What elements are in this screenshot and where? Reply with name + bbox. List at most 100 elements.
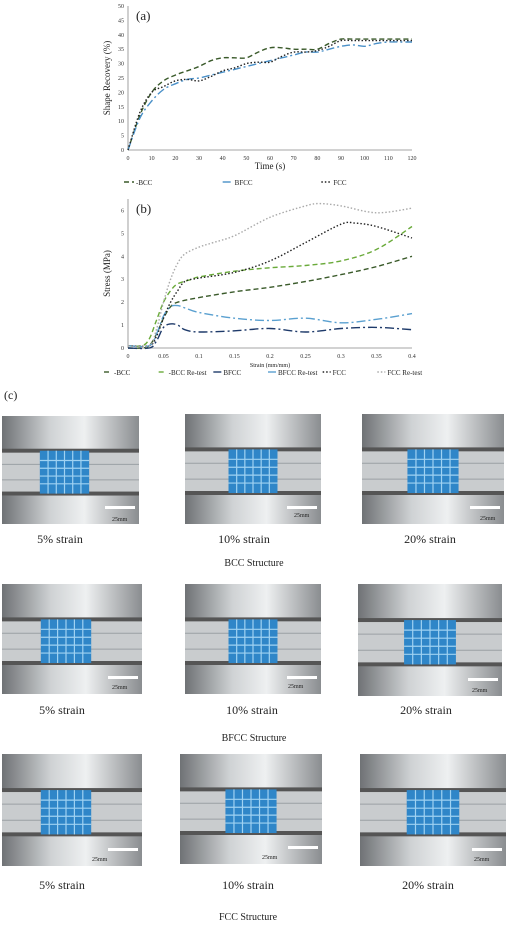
scale-bar [287,506,317,509]
x-tick-label: 90 [338,156,344,162]
panel-c-label: (c) [4,388,18,402]
upper-platen [358,584,502,623]
scale-label: 25mm [472,688,488,694]
platen-edge [360,832,506,837]
x-tick-label: 0.2 [266,354,274,360]
caption-strain: 10% strain [226,703,278,717]
caption-strain: 10% strain [218,532,270,546]
series-line-bcc [127,255,413,349]
compression-photo-drawing [180,754,322,864]
compression-photo-drawing [360,754,506,866]
upper-platen [180,754,322,792]
compression-photo-drawing [185,414,321,524]
series-line-fcc-re-test [127,202,413,348]
legend-label-bcc: -BCC [136,179,153,187]
legend-label-bfcc-re-test: BFCC Re-test [278,369,318,377]
structure-label: BFCC Structure [221,733,287,744]
upper-platen [2,584,142,622]
compression-photo-drawing [2,754,142,866]
x-tick-label: 50 [243,156,249,162]
structure-label: FCC Structure [218,912,278,923]
lower-platen [185,495,321,524]
photo-fcc-5 [2,754,142,866]
scale-label: 25mm [474,857,490,863]
photo-bcc-5 [2,416,139,524]
caption-strain: 20% strain [404,532,456,546]
platen-edge [358,662,502,667]
photo-bfcc-10 [185,584,321,694]
y-tick-label: 0 [121,148,124,154]
x-tick-label: 10 [149,156,155,162]
legend-label-fcc: FCC [333,179,347,187]
scale-bar [105,506,135,509]
legend-label-fcc-re-test: FCC Re-test [387,369,422,377]
lower-platen [2,665,142,694]
y-tick-label: 0 [121,346,124,352]
upper-platen [185,414,321,452]
series-line-bfcc [127,41,412,151]
scale-bar [108,676,138,679]
x-tick-label: 0 [127,156,130,162]
lower-platen [2,836,142,866]
caption-strain: 20% strain [400,703,452,717]
compression-photo-drawing [2,416,139,524]
upper-platen [360,754,506,793]
y-tick-label: 5 [121,231,124,237]
photo-bfcc-20 [358,584,502,696]
scale-bar [287,676,317,679]
scale-bar [108,848,138,851]
x-axis-label: Time (s) [255,161,285,171]
x-tick-label: 110 [384,156,393,162]
compression-photo-drawing [362,414,504,524]
series-line-bfcc [127,323,413,350]
x-tick-label: 40 [220,156,226,162]
series-line-fcc [127,221,413,348]
x-tick-label: 0.3 [337,354,345,360]
scale-label: 25mm [288,684,304,690]
scale-bar [288,846,318,849]
x-tick-label: 20 [172,156,178,162]
y-tick-label: 5 [121,134,124,140]
y-tick-label: 20 [118,90,124,96]
lower-platen [2,495,139,524]
photo-bcc-10 [185,414,321,524]
legend-label-fcc: FCC [333,369,347,377]
y-tick-label: 1 [121,323,124,329]
x-tick-label: 80 [314,156,320,162]
x-tick-label: 120 [408,156,417,162]
lower-platen [360,836,506,866]
x-axis-label: Strain (mm/mm) [250,362,290,369]
y-tick-label: 6 [121,208,124,214]
x-tick-label: 0.25 [300,354,311,360]
chart-b-stress-strain: (b) 0 1 2 3 4 5 6 0 0.05 0.1 0.15 0.2 0.25 0.3 0.35 0.4 S… [102,199,422,377]
chart-a-shape-recovery: (a) 0 5 10 15 20 25 30 35 40 45 50 0 10 20 30 40 50 60 70 80… [102,4,417,187]
scale-bar [472,848,502,851]
upper-platen [362,414,504,452]
compression-photo-drawing [358,584,502,696]
caption-strain: 20% strain [402,878,454,892]
scale-bar [468,678,498,681]
legend-label-bcc-re-test: -BCC Re-test [169,369,207,377]
compression-photo-drawing [2,584,142,694]
lower-platen [362,495,504,524]
photo-bcc-20 [362,414,504,524]
x-tick-label: 0.35 [371,354,382,360]
y-tick-label: 25 [118,76,124,82]
upper-platen [2,416,139,453]
y-tick-label: 40 [118,33,124,39]
caption-strain: 5% strain [37,532,83,546]
scale-label: 25mm [92,857,108,863]
lower-platen [185,665,321,694]
x-tick-label: 60 [267,156,273,162]
structure-label: BCC Structure [224,558,284,569]
legend-label-bfcc: BFCC [235,179,253,187]
legend-label-bcc: -BCC [114,369,131,377]
x-tick-label: 100 [360,156,369,162]
photo-bfcc-5 [2,584,142,694]
x-tick-label: 70 [291,156,297,162]
y-tick-label: 50 [118,4,124,10]
panel-label: (b) [136,201,151,216]
scale-label: 25mm [112,517,128,523]
x-tick-label: 30 [196,156,202,162]
y-tick-label: 15 [118,105,124,111]
